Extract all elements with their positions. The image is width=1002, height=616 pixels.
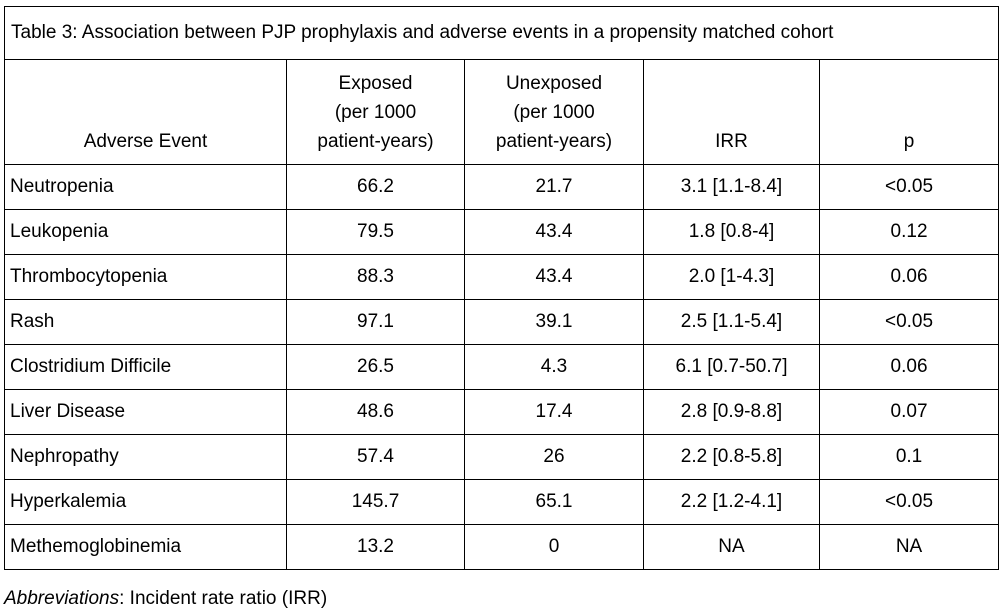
cell-unexposed: 26 xyxy=(464,434,644,480)
table-row: Clostridium Difficile 26.5 4.3 6.1 [0.7-… xyxy=(4,344,1000,390)
cell-exposed: 48.6 xyxy=(286,389,465,435)
table-row: Methemoglobinemia 13.2 0 NA NA xyxy=(4,524,1000,570)
cell-unexposed: 65.1 xyxy=(464,479,644,525)
cell-adverse-event: Methemoglobinemia xyxy=(4,524,287,570)
cell-unexposed: 39.1 xyxy=(464,299,644,345)
cell-exposed: 66.2 xyxy=(286,164,465,210)
footnote-label: Abbreviations xyxy=(4,588,120,609)
cell-unexposed: 0 xyxy=(464,524,644,570)
adverse-events-table: Table 3: Association between PJP prophyl… xyxy=(3,6,1000,570)
cell-adverse-event: Leukopenia xyxy=(4,209,287,255)
cell-irr: 6.1 [0.7-50.7] xyxy=(643,344,820,390)
cell-adverse-event: Hyperkalemia xyxy=(4,479,287,525)
header-exposed-line-1: Exposed xyxy=(338,73,413,94)
table-caption: Table 3: Association between PJP prophyl… xyxy=(3,6,1000,60)
cell-p: 0.1 xyxy=(818,434,1000,480)
header-exposed-line-3: patient-years) xyxy=(317,131,434,152)
table-row: Leukopenia 79.5 43.4 1.8 [0.8-4] 0.12 xyxy=(4,209,1000,255)
table-row: Neutropenia 66.2 21.7 3.1 [1.1-8.4] <0.0… xyxy=(4,164,1000,210)
table-row: Thrombocytopenia 88.3 43.4 2.0 [1-4.3] 0… xyxy=(4,254,1000,300)
cell-adverse-event: Nephropathy xyxy=(4,434,287,480)
table-row: Rash 97.1 39.1 2.5 [1.1-5.4] <0.05 xyxy=(4,299,1000,345)
header-unexposed-line-2: (per 1000 xyxy=(513,102,595,123)
cell-p: 0.06 xyxy=(818,254,1000,300)
cell-unexposed: 4.3 xyxy=(464,344,644,390)
cell-p: <0.05 xyxy=(818,164,1000,210)
cell-adverse-event: Thrombocytopenia xyxy=(4,254,287,300)
cell-exposed: 79.5 xyxy=(286,209,465,255)
cell-unexposed: 43.4 xyxy=(464,209,644,255)
cell-irr: 2.5 [1.1-5.4] xyxy=(643,299,820,345)
cell-adverse-event: Rash xyxy=(4,299,287,345)
footnote-text: : Incident rate ratio (IRR) xyxy=(119,588,328,609)
cell-irr: 2.0 [1-4.3] xyxy=(643,254,820,300)
cell-p: <0.05 xyxy=(818,299,1000,345)
header-unexposed-line-1: Unexposed xyxy=(505,73,603,94)
table-row: Liver Disease 48.6 17.4 2.8 [0.9-8.8] 0.… xyxy=(4,389,1000,435)
cell-adverse-event: Clostridium Difficile xyxy=(4,344,287,390)
adverse-events-table-container: Table 3: Association between PJP prophyl… xyxy=(3,6,1000,570)
cell-irr: 1.8 [0.8-4] xyxy=(643,209,820,255)
cell-exposed: 145.7 xyxy=(286,479,465,525)
header-unexposed-line-3: patient-years) xyxy=(495,131,613,152)
table-row: Hyperkalemia 145.7 65.1 2.2 [1.2-4.1] <0… xyxy=(4,479,1000,525)
cell-irr: 3.1 [1.1-8.4] xyxy=(643,164,820,210)
header-unexposed: Unexposed (per 1000 patient-years) xyxy=(464,59,644,165)
cell-irr: 2.2 [0.8-5.8] xyxy=(643,434,820,480)
cell-unexposed: 17.4 xyxy=(464,389,644,435)
cell-exposed: 88.3 xyxy=(286,254,465,300)
cell-irr: 2.2 [1.2-4.1] xyxy=(643,479,820,525)
cell-unexposed: 21.7 xyxy=(464,164,644,210)
header-exposed-line-2: (per 1000 xyxy=(334,102,417,123)
cell-p: 0.07 xyxy=(818,389,1000,435)
table-body: Neutropenia 66.2 21.7 3.1 [1.1-8.4] <0.0… xyxy=(4,164,1000,570)
cell-irr: 2.8 [0.9-8.8] xyxy=(643,389,820,435)
cell-exposed: 97.1 xyxy=(286,299,465,345)
cell-unexposed: 43.4 xyxy=(464,254,644,300)
cell-p: 0.12 xyxy=(818,209,1000,255)
cell-p: <0.05 xyxy=(818,479,1000,525)
cell-exposed: 57.4 xyxy=(286,434,465,480)
cell-irr: NA xyxy=(643,524,820,570)
footnote: Abbreviations: Incident rate ratio (IRR) xyxy=(4,588,327,610)
header-row: Adverse Event Exposed (per 1000 patient-… xyxy=(4,59,1000,165)
cell-adverse-event: Liver Disease xyxy=(4,389,287,435)
header-irr: IRR xyxy=(643,59,820,165)
cell-adverse-event: Neutropenia xyxy=(4,164,287,210)
cell-p: 0.06 xyxy=(818,344,1000,390)
header-p: p xyxy=(818,59,1000,165)
table-row: Nephropathy 57.4 26 2.2 [0.8-5.8] 0.1 xyxy=(4,434,1000,480)
cell-exposed: 13.2 xyxy=(286,524,465,570)
caption-row: Table 3: Association between PJP prophyl… xyxy=(3,6,1000,60)
cell-exposed: 26.5 xyxy=(286,344,465,390)
cell-p: NA xyxy=(818,524,1000,570)
header-exposed: Exposed (per 1000 patient-years) xyxy=(286,59,465,165)
header-adverse-event: Adverse Event xyxy=(4,59,287,165)
